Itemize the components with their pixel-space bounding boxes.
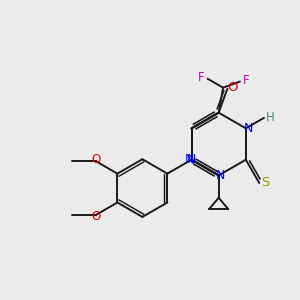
Text: S: S [261, 176, 269, 190]
Text: F: F [198, 71, 204, 84]
Text: N: N [184, 153, 194, 166]
Text: H: H [266, 111, 274, 124]
Text: N: N [187, 153, 196, 166]
Text: F: F [243, 74, 250, 87]
Text: O: O [92, 210, 101, 223]
Text: O: O [227, 81, 238, 94]
Text: N: N [244, 122, 253, 135]
Text: O: O [92, 153, 101, 167]
Text: N: N [215, 169, 225, 182]
